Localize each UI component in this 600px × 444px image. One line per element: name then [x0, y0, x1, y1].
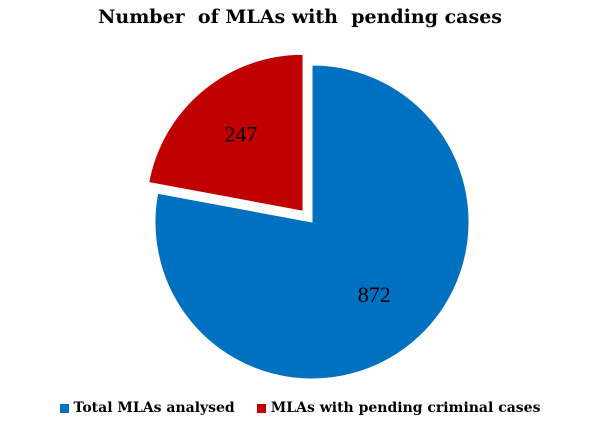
data-label-total: 872 — [358, 282, 391, 307]
legend: Total MLAs analysed MLAs with pending cr… — [0, 400, 600, 416]
legend-swatch-pending — [256, 403, 266, 413]
pie-slice-total — [154, 64, 470, 380]
chart-title: Number of MLAs with pending cases — [98, 6, 502, 28]
legend-swatch-total — [59, 403, 69, 413]
pie-slice-pending — [148, 53, 304, 212]
legend-item-total: Total MLAs analysed — [59, 400, 235, 416]
legend-label-pending: MLAs with pending criminal cases — [270, 400, 541, 416]
legend-label-total: Total MLAs analysed — [73, 400, 235, 416]
data-label-pending: 247 — [224, 121, 257, 146]
legend-item-pending: MLAs with pending criminal cases — [256, 400, 541, 416]
